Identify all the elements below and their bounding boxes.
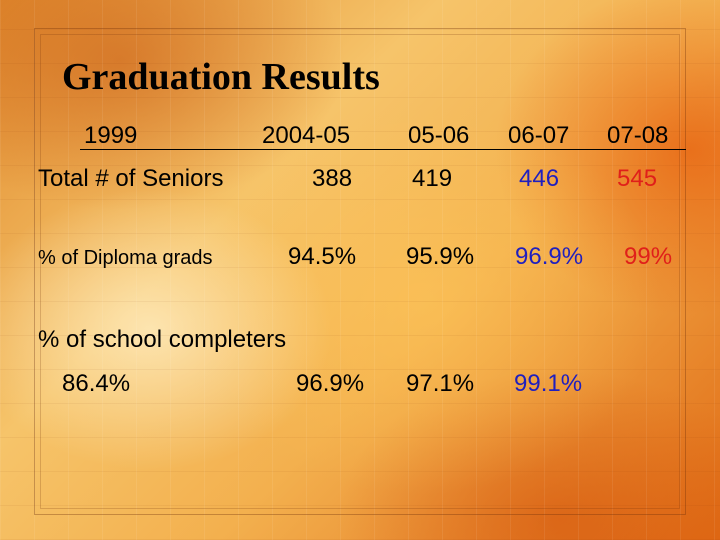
diploma-06-07: 96.9%	[515, 243, 584, 270]
year-1999: 1999	[84, 122, 138, 149]
seniors-05-06: 419	[412, 165, 453, 192]
diploma-05-06: 95.9%	[406, 243, 475, 270]
year-06-07: 06-07	[508, 122, 570, 149]
seniors-07-08: 545	[617, 165, 658, 192]
slide-title: Graduation Results	[62, 56, 380, 98]
seniors-2004-05: 388	[312, 165, 353, 192]
completers-label: % of school completers	[38, 326, 287, 353]
seniors-label: Total # of Seniors	[38, 165, 224, 192]
header-underline	[80, 149, 686, 150]
diploma-label: % of Diploma grads	[38, 247, 213, 269]
diploma-2004-05: 94.5%	[288, 243, 357, 270]
diploma-07-08: 99%	[624, 243, 673, 270]
completers-2004-05: 96.9%	[296, 370, 365, 397]
year-07-08: 07-08	[607, 122, 669, 149]
completers-06-07: 99.1%	[514, 370, 583, 397]
seniors-06-07: 446	[519, 165, 560, 192]
completers-05-06: 97.1%	[406, 370, 475, 397]
decorative-frame-inner	[40, 34, 680, 509]
decorative-frame-outer	[34, 28, 686, 515]
year-05-06: 05-06	[408, 122, 470, 149]
year-2004-05: 2004-05	[262, 122, 351, 149]
completers-1999: 86.4%	[62, 370, 131, 397]
